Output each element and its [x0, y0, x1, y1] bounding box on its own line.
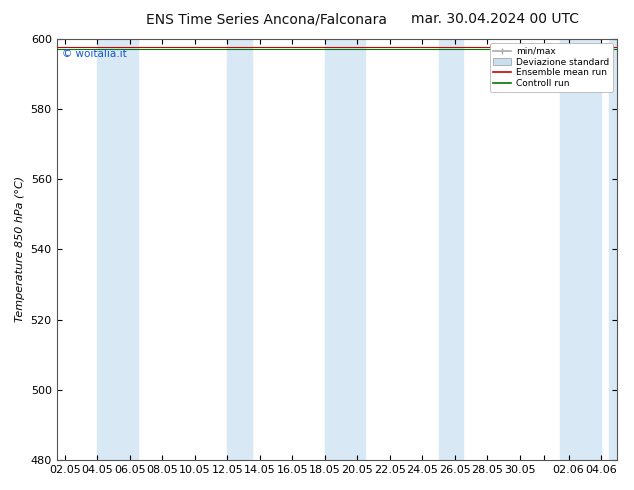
Legend: min/max, Deviazione standard, Ensemble mean run, Controll run: min/max, Deviazione standard, Ensemble m…	[490, 43, 613, 92]
Text: © woitalia.it: © woitalia.it	[62, 49, 127, 59]
Bar	[560, 39, 601, 460]
Bar	[228, 39, 252, 460]
Bar	[439, 39, 463, 460]
Text: ENS Time Series Ancona/Falconara: ENS Time Series Ancona/Falconara	[146, 12, 387, 26]
Bar	[97, 39, 138, 460]
Bar	[325, 39, 365, 460]
Y-axis label: Temperature 850 hPa (°C): Temperature 850 hPa (°C)	[15, 176, 25, 322]
Text: mar. 30.04.2024 00 UTC: mar. 30.04.2024 00 UTC	[411, 12, 578, 26]
Bar	[609, 39, 626, 460]
